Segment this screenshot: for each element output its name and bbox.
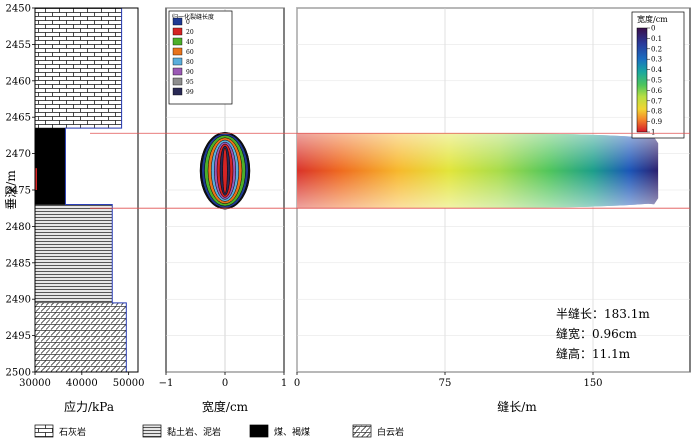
panel-fracture: 宽度/cm 0 0.1 0.2 0.3 0.4 0.5 0.6 0.7 0.8 0.9 1 半缝长：… [294,7,691,414]
legend-label: 80 [186,59,194,66]
lithology-swatch-mudstone [142,424,162,438]
colorbar-tick-label: 0.5 [651,77,662,85]
width-contour [222,147,228,194]
layer-mudstone [34,204,113,304]
fracture-annotation: 半缝长：183.1m [556,306,650,321]
stress-tick-label: 40000 [66,378,98,389]
depth-tick-label: 2455 [6,40,31,51]
legend-title: 归一化裂缝长度 [172,13,214,21]
legend-swatch [172,77,183,86]
depth-tick-label: 2495 [6,331,31,342]
legend-swatch [172,17,183,26]
lithology-label: 黏土岩、泥岩 [167,426,221,438]
colorbar-tick-label: 0.7 [651,97,662,105]
colorbar-tick-label: 0.8 [651,108,662,116]
colorbar-title: 宽度/cm [637,14,668,24]
width-tick-label: −1 [159,378,174,389]
stress-line [64,8,127,372]
length-tick-label: 150 [583,378,602,389]
fracture-annotation: 缝宽：0.96cm [556,326,637,341]
stress-tick-label: 30000 [19,378,51,389]
legend-swatch [172,87,183,96]
colorbar-tick-label: 1 [651,129,655,137]
width-tick-label: 0 [222,378,228,389]
depth-tick-label: 2470 [6,149,31,160]
legend-swatch [172,57,183,66]
length-axis-label: 缝长/m [497,399,537,414]
colorbar-tick-label: 0.1 [651,35,662,43]
width-tick-label: 1 [281,378,287,389]
legend-label: 95 [186,79,194,86]
depth-tick-label: 2475 [6,186,31,197]
legend-label: 99 [186,89,194,96]
fracture-boundary-lines [90,132,690,209]
depth-tick-label: 2450 [6,4,31,15]
depth-tick-label: 2485 [6,258,31,269]
legend-label: 20 [186,29,194,36]
lithology-label: 石灰岩 [59,426,86,438]
panel-stress: 2450 2455 2460 2465 2470 2475 2480 2485 2490 2495… [4,4,145,415]
colorbar-tick-label: 0.2 [651,45,662,53]
lithology-swatch-coal [249,424,269,438]
lithology-swatch-limestone [34,424,54,438]
legend-label: 60 [186,49,194,56]
layer-limestone [34,7,122,129]
fracture-annotations: 半缝长：183.1m 缝宽：0.96cm 缝高：11.1m [556,306,650,361]
depth-axis-label: 垂深/m [4,170,18,210]
length-tick-label: 0 [294,378,300,389]
colorbar-tick-label: 0.6 [651,87,663,95]
colorbar-tick-label: 0.3 [651,56,662,64]
legend-label: 90 [186,69,194,76]
panel-width: 归一化裂缝长度 0 20 40 60 80 90 95 99 −1 0 1 宽度/cm [159,7,287,414]
legend-label: 0 [186,19,190,26]
fracture-annotation: 缝高：11.1m [556,346,631,361]
depth-tick-label: 2500 [6,368,31,379]
lithology-label: 白云岩 [377,426,404,438]
layer-coal [34,127,66,205]
stress-tick-label: 50000 [113,378,145,389]
colorbar-tick-label: 0.9 [651,118,662,126]
length-tick-label: 75 [439,378,452,389]
legend-swatch [172,67,183,76]
depth-tick-label: 2480 [6,222,31,233]
lithology-legend: 石灰岩 黏土岩、泥岩 煤、褐煤 白云岩 [34,424,404,438]
legend-swatch [172,37,183,46]
normalized-length-legend: 归一化裂缝长度 0 20 40 60 80 90 95 99 [168,10,233,105]
depth-tick-label: 2460 [6,76,31,87]
width-axis-label: 宽度/cm [202,399,249,414]
legend-swatch [172,27,183,36]
colorbar-tick-label: 0.4 [651,66,663,74]
colorbar-tick-label: 0 [651,25,655,33]
lithology-label: 煤、褐煤 [274,426,310,438]
legend-label: 40 [186,39,194,46]
lithology-swatch-dolomite [352,424,372,438]
coal-marker [35,168,37,190]
depth-tick-label: 2465 [6,113,31,124]
width-ellipse [199,131,251,210]
fracture-shape [297,133,659,209]
legend-swatch [172,47,183,56]
depth-tick-label: 2490 [6,295,31,306]
stress-axis-label: 应力/kPa [64,399,114,414]
layer-dolomite [34,302,127,373]
width-colorbar: 宽度/cm 0 0.1 0.2 0.3 0.4 0.5 0.6 0.7 0.8 0.9 1 [631,11,685,139]
